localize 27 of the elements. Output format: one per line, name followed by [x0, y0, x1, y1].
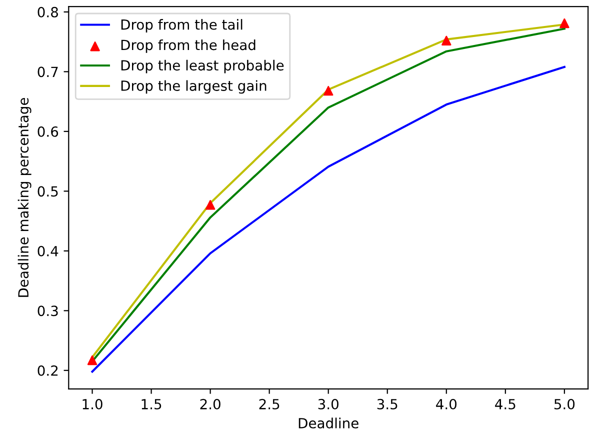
x-tick-label: 3.0: [318, 398, 338, 410]
x-tick-label: 2.0: [200, 398, 220, 410]
x-tick-label: 2.5: [259, 398, 280, 410]
point: [442, 36, 452, 46]
y-axis-title: Deadline making percentage: [18, 98, 32, 297]
x-tick-label: 4.0: [436, 398, 457, 410]
legend-label: Drop from the head: [121, 39, 256, 53]
x-tick-label: 4.5: [495, 399, 516, 410]
x-axis-title: Deadline: [298, 418, 358, 428]
x-tick-label: 1.0: [82, 398, 102, 410]
x-tick-label: 1.5: [142, 399, 162, 410]
point: [560, 18, 570, 28]
y-tick-label: 0.7: [38, 66, 58, 78]
x-tick-label: 5.0: [554, 398, 575, 410]
legend-label: Drop the largest gain: [121, 80, 266, 94]
y-tick-label: 0.4: [38, 246, 58, 256]
y-tick-label: 0.3: [38, 306, 58, 316]
point: [87, 355, 98, 366]
y-tick-label: 0.5: [38, 186, 58, 197]
point: [323, 86, 334, 96]
legend-label: Drop from the tail: [121, 19, 242, 32]
y-tick-label: 0.8: [38, 6, 58, 18]
y-tick-label: 0.6: [38, 126, 58, 137]
y-tick-label: 0.2: [38, 365, 58, 376]
x-tick-label: 3.5: [377, 398, 398, 410]
legend-label: Drop the least probable: [121, 60, 284, 74]
point: [205, 200, 216, 210]
